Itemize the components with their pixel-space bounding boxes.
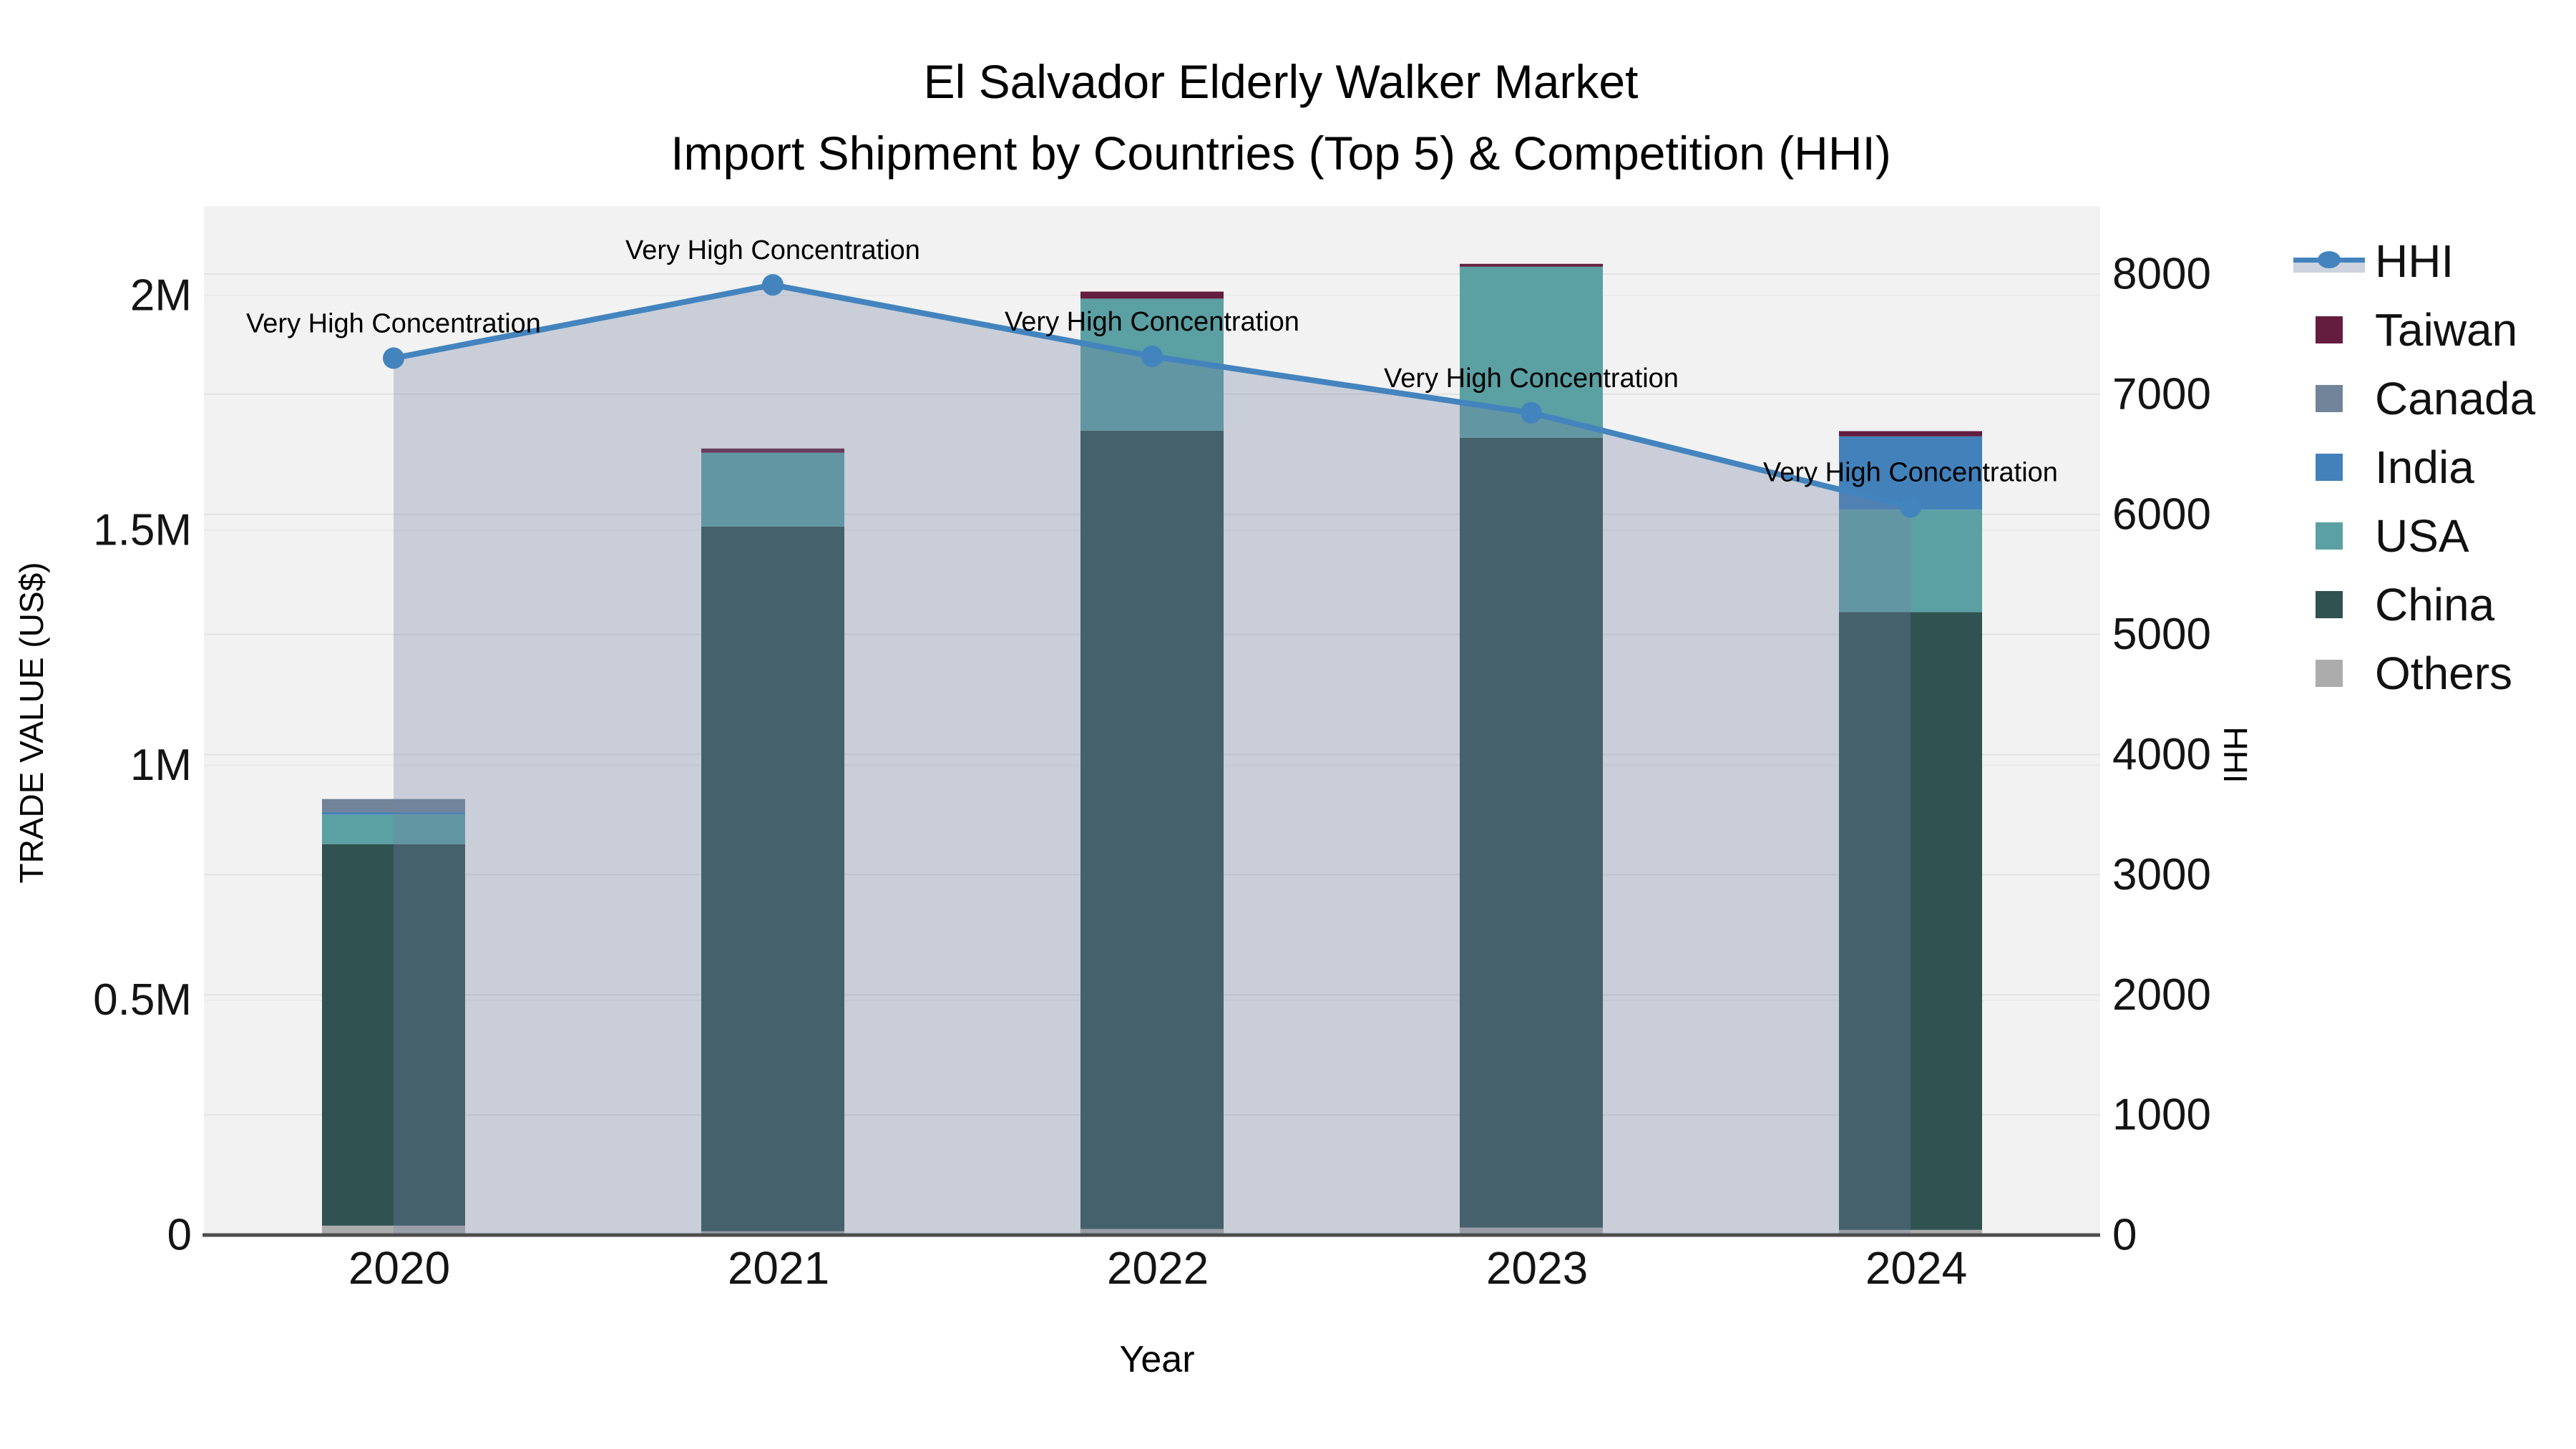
bar-india-2020[interactable] [322, 812, 465, 815]
bar-usa-2024[interactable] [1839, 509, 1982, 613]
y-right-tick-5000: 5000 [2112, 610, 2211, 659]
legend-line-sample-hhi [2293, 248, 2365, 274]
x-axis-title: Year [1119, 1339, 1195, 1380]
hhi-marker-2021[interactable] [762, 274, 784, 296]
annotation-2021: Very High Concentration [625, 235, 920, 265]
bar-china-2023[interactable] [1460, 437, 1603, 1228]
legend-item-taiwan[interactable]: Taiwan [2293, 296, 2535, 364]
legend-item-china[interactable]: China [2293, 570, 2535, 639]
legend-item-canada[interactable]: Canada [2293, 364, 2535, 433]
bar-canada-2020[interactable] [322, 799, 465, 813]
legend-swatch-others [2293, 660, 2365, 687]
hhi-marker-2020[interactable] [383, 347, 404, 369]
y-left-tick-1M: 1M [130, 741, 192, 790]
legend-label-india: India [2375, 441, 2474, 493]
bar-others-2023[interactable] [1460, 1227, 1603, 1235]
legend-item-others[interactable]: Others [2293, 639, 2535, 708]
bar-usa-2021[interactable] [701, 452, 844, 527]
color-swatch-icon [2316, 660, 2343, 687]
bar-taiwan-2023[interactable] [1460, 263, 1603, 267]
bar-china-2022[interactable] [1080, 430, 1224, 1229]
x-tick-2022: 2022 [1107, 1242, 1209, 1294]
legend-label-hhi: HHI [2375, 235, 2454, 287]
hhi-marker-2024[interactable] [1900, 496, 1921, 518]
y-right-tick-3000: 3000 [2112, 850, 2211, 899]
y-right-tick-2000: 2000 [2112, 970, 2211, 1020]
bar-others-2024[interactable] [1839, 1229, 1982, 1235]
y-right-axis-title: HHI [2217, 726, 2254, 784]
y-left-tick-0: 0 [167, 1211, 192, 1260]
y-right-tick-1000: 1000 [2112, 1091, 2211, 1140]
color-swatch-icon [2316, 316, 2343, 343]
legend-swatch-usa [2293, 522, 2365, 550]
legend-swatch-china [2293, 591, 2365, 618]
y-right-tick-8000: 8000 [2112, 250, 2211, 299]
legend-swatch-india [2293, 454, 2365, 481]
y-left-tick-1.5M: 1.5M [93, 506, 192, 555]
y-right-tick-0: 0 [2112, 1211, 2137, 1260]
x-tick-2021: 2021 [728, 1242, 829, 1294]
bar-usa-2020[interactable] [322, 814, 465, 844]
y-left-tick-0.5M: 0.5M [93, 975, 192, 1025]
bar-china-2020[interactable] [322, 844, 465, 1226]
bar-others-2020[interactable] [322, 1225, 465, 1235]
hhi-marker-2023[interactable] [1521, 401, 1542, 424]
y-right-tick-6000: 6000 [2112, 489, 2211, 539]
bar-taiwan-2024[interactable] [1839, 431, 1982, 436]
x-tick-2024: 2024 [1865, 1242, 1967, 1294]
legend-item-india[interactable]: India [2293, 433, 2535, 502]
x-tick-2023: 2023 [1486, 1242, 1588, 1294]
legend: HHI Taiwan Canada India USA China Others [2293, 227, 2535, 708]
y-right-tick-7000: 7000 [2112, 369, 2211, 419]
hhi-area-fill [394, 285, 1911, 1236]
legend-swatch-taiwan [2293, 316, 2365, 343]
bar-china-2021[interactable] [701, 526, 844, 1231]
color-swatch-icon [2316, 385, 2343, 412]
legend-swatch-canada [2293, 385, 2365, 412]
legend-label-china: China [2375, 579, 2495, 630]
annotation-2020: Very High Concentration [246, 309, 541, 339]
color-swatch-icon [2316, 591, 2343, 618]
hhi-marker-dot [2318, 251, 2341, 268]
bar-china-2024[interactable] [1839, 612, 1982, 1230]
x-tick-2020: 2020 [348, 1242, 450, 1294]
chart-title-line2: Import Shipment by Countries (Top 5) & C… [670, 127, 1891, 180]
bar-others-2022[interactable] [1080, 1229, 1224, 1235]
bar-others-2021[interactable] [701, 1231, 844, 1235]
legend-label-others: Others [2375, 648, 2513, 699]
y-left-tick-2M: 2M [130, 270, 192, 320]
annotation-2023: Very High Concentration [1384, 364, 1679, 394]
hhi-marker-2022[interactable] [1141, 346, 1163, 368]
hhi-line-icon [2293, 248, 2365, 274]
legend-item-hhi[interactable]: HHI [2293, 227, 2535, 296]
bar-taiwan-2022[interactable] [1080, 291, 1224, 299]
legend-label-taiwan: Taiwan [2375, 304, 2518, 356]
legend-label-usa: USA [2375, 510, 2469, 562]
annotation-2024: Very High Concentration [1763, 458, 2058, 488]
y-right-tick-4000: 4000 [2112, 730, 2211, 779]
bar-taiwan-2021[interactable] [701, 448, 844, 453]
annotation-2022: Very High Concentration [1005, 307, 1299, 337]
legend-item-usa[interactable]: USA [2293, 502, 2535, 570]
chart-title-line1: El Salvador Elderly Walker Market [923, 55, 1639, 108]
y-left-axis-title: TRADE VALUE (US$) [13, 562, 50, 884]
color-swatch-icon [2316, 522, 2343, 550]
legend-label-canada: Canada [2375, 373, 2536, 424]
color-swatch-icon [2316, 454, 2343, 481]
